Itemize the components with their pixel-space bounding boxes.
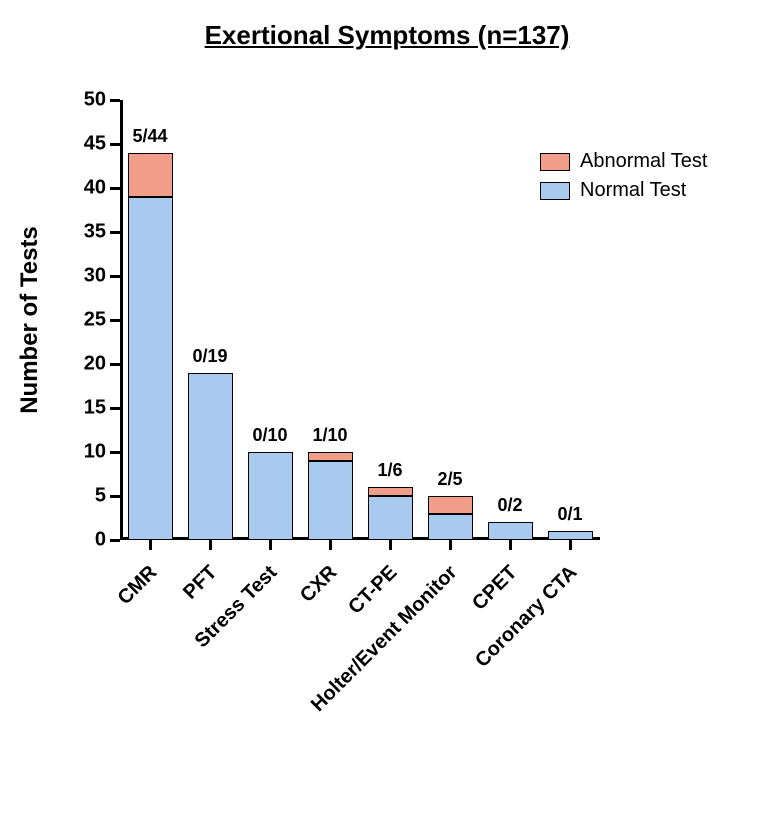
bar-segment-normal-test <box>548 531 593 540</box>
bar-segment-abnormal-test <box>368 487 413 496</box>
bar-value-label: 2/5 <box>437 469 462 490</box>
bar-segment-abnormal-test <box>428 496 473 514</box>
bar-value-label: 1/6 <box>377 460 402 481</box>
bar-value-label: 0/10 <box>252 425 287 446</box>
legend-item: Normal Test <box>540 179 707 202</box>
x-tick <box>569 540 572 550</box>
bar-value-label: 5/44 <box>132 126 167 147</box>
exertional-symptoms-chart: Exertional Symptoms (n=137) Number of Te… <box>0 0 774 819</box>
bar-segment-normal-test <box>248 452 293 540</box>
y-tick-label: 50 <box>84 89 106 112</box>
y-tick-label: 30 <box>84 265 106 288</box>
y-tick <box>110 275 120 278</box>
bar-segment-normal-test <box>128 197 173 540</box>
y-axis-label: Number of Tests <box>16 226 44 414</box>
y-tick <box>110 539 120 542</box>
chart-title: Exertional Symptoms (n=137) <box>0 20 774 51</box>
bar-segment-normal-test <box>308 461 353 540</box>
x-tick <box>509 540 512 550</box>
bar-segment-abnormal-test <box>308 452 353 461</box>
y-axis-line <box>120 100 123 540</box>
y-tick-label: 10 <box>84 441 106 464</box>
bar-value-label: 0/19 <box>192 346 227 367</box>
y-tick <box>110 143 120 146</box>
y-tick-label: 20 <box>84 353 106 376</box>
bar-segment-normal-test <box>488 522 533 540</box>
bar-segment-normal-test <box>428 514 473 540</box>
bar-value-label: 0/2 <box>497 495 522 516</box>
x-tick <box>149 540 152 550</box>
plot-area: 051015202530354045505/44CMR0/19PFT0/10St… <box>120 100 600 540</box>
bar-value-label: 0/1 <box>557 504 582 525</box>
y-tick <box>110 231 120 234</box>
legend-label: Normal Test <box>580 179 686 202</box>
bar-segment-normal-test <box>188 373 233 540</box>
y-tick-label: 45 <box>84 133 106 156</box>
y-tick <box>110 495 120 498</box>
y-tick <box>110 407 120 410</box>
y-tick-label: 25 <box>84 309 106 332</box>
x-tick <box>269 540 272 550</box>
bar-segment-abnormal-test <box>128 153 173 197</box>
legend-swatch <box>540 182 570 200</box>
bar-segment-normal-test <box>368 496 413 540</box>
y-tick <box>110 451 120 454</box>
legend-item: Abnormal Test <box>540 150 707 173</box>
y-tick <box>110 319 120 322</box>
y-tick <box>110 99 120 102</box>
y-tick-label: 40 <box>84 177 106 200</box>
legend: Abnormal Test Normal Test <box>540 150 707 208</box>
y-tick <box>110 363 120 366</box>
x-tick <box>449 540 452 550</box>
y-tick-label: 0 <box>95 529 106 552</box>
x-tick <box>329 540 332 550</box>
bar-value-label: 1/10 <box>312 425 347 446</box>
x-tick <box>209 540 212 550</box>
y-tick <box>110 187 120 190</box>
legend-swatch <box>540 153 570 171</box>
y-tick-label: 15 <box>84 397 106 420</box>
legend-label: Abnormal Test <box>580 150 707 173</box>
y-tick-label: 5 <box>95 485 106 508</box>
x-tick <box>389 540 392 550</box>
y-tick-label: 35 <box>84 221 106 244</box>
